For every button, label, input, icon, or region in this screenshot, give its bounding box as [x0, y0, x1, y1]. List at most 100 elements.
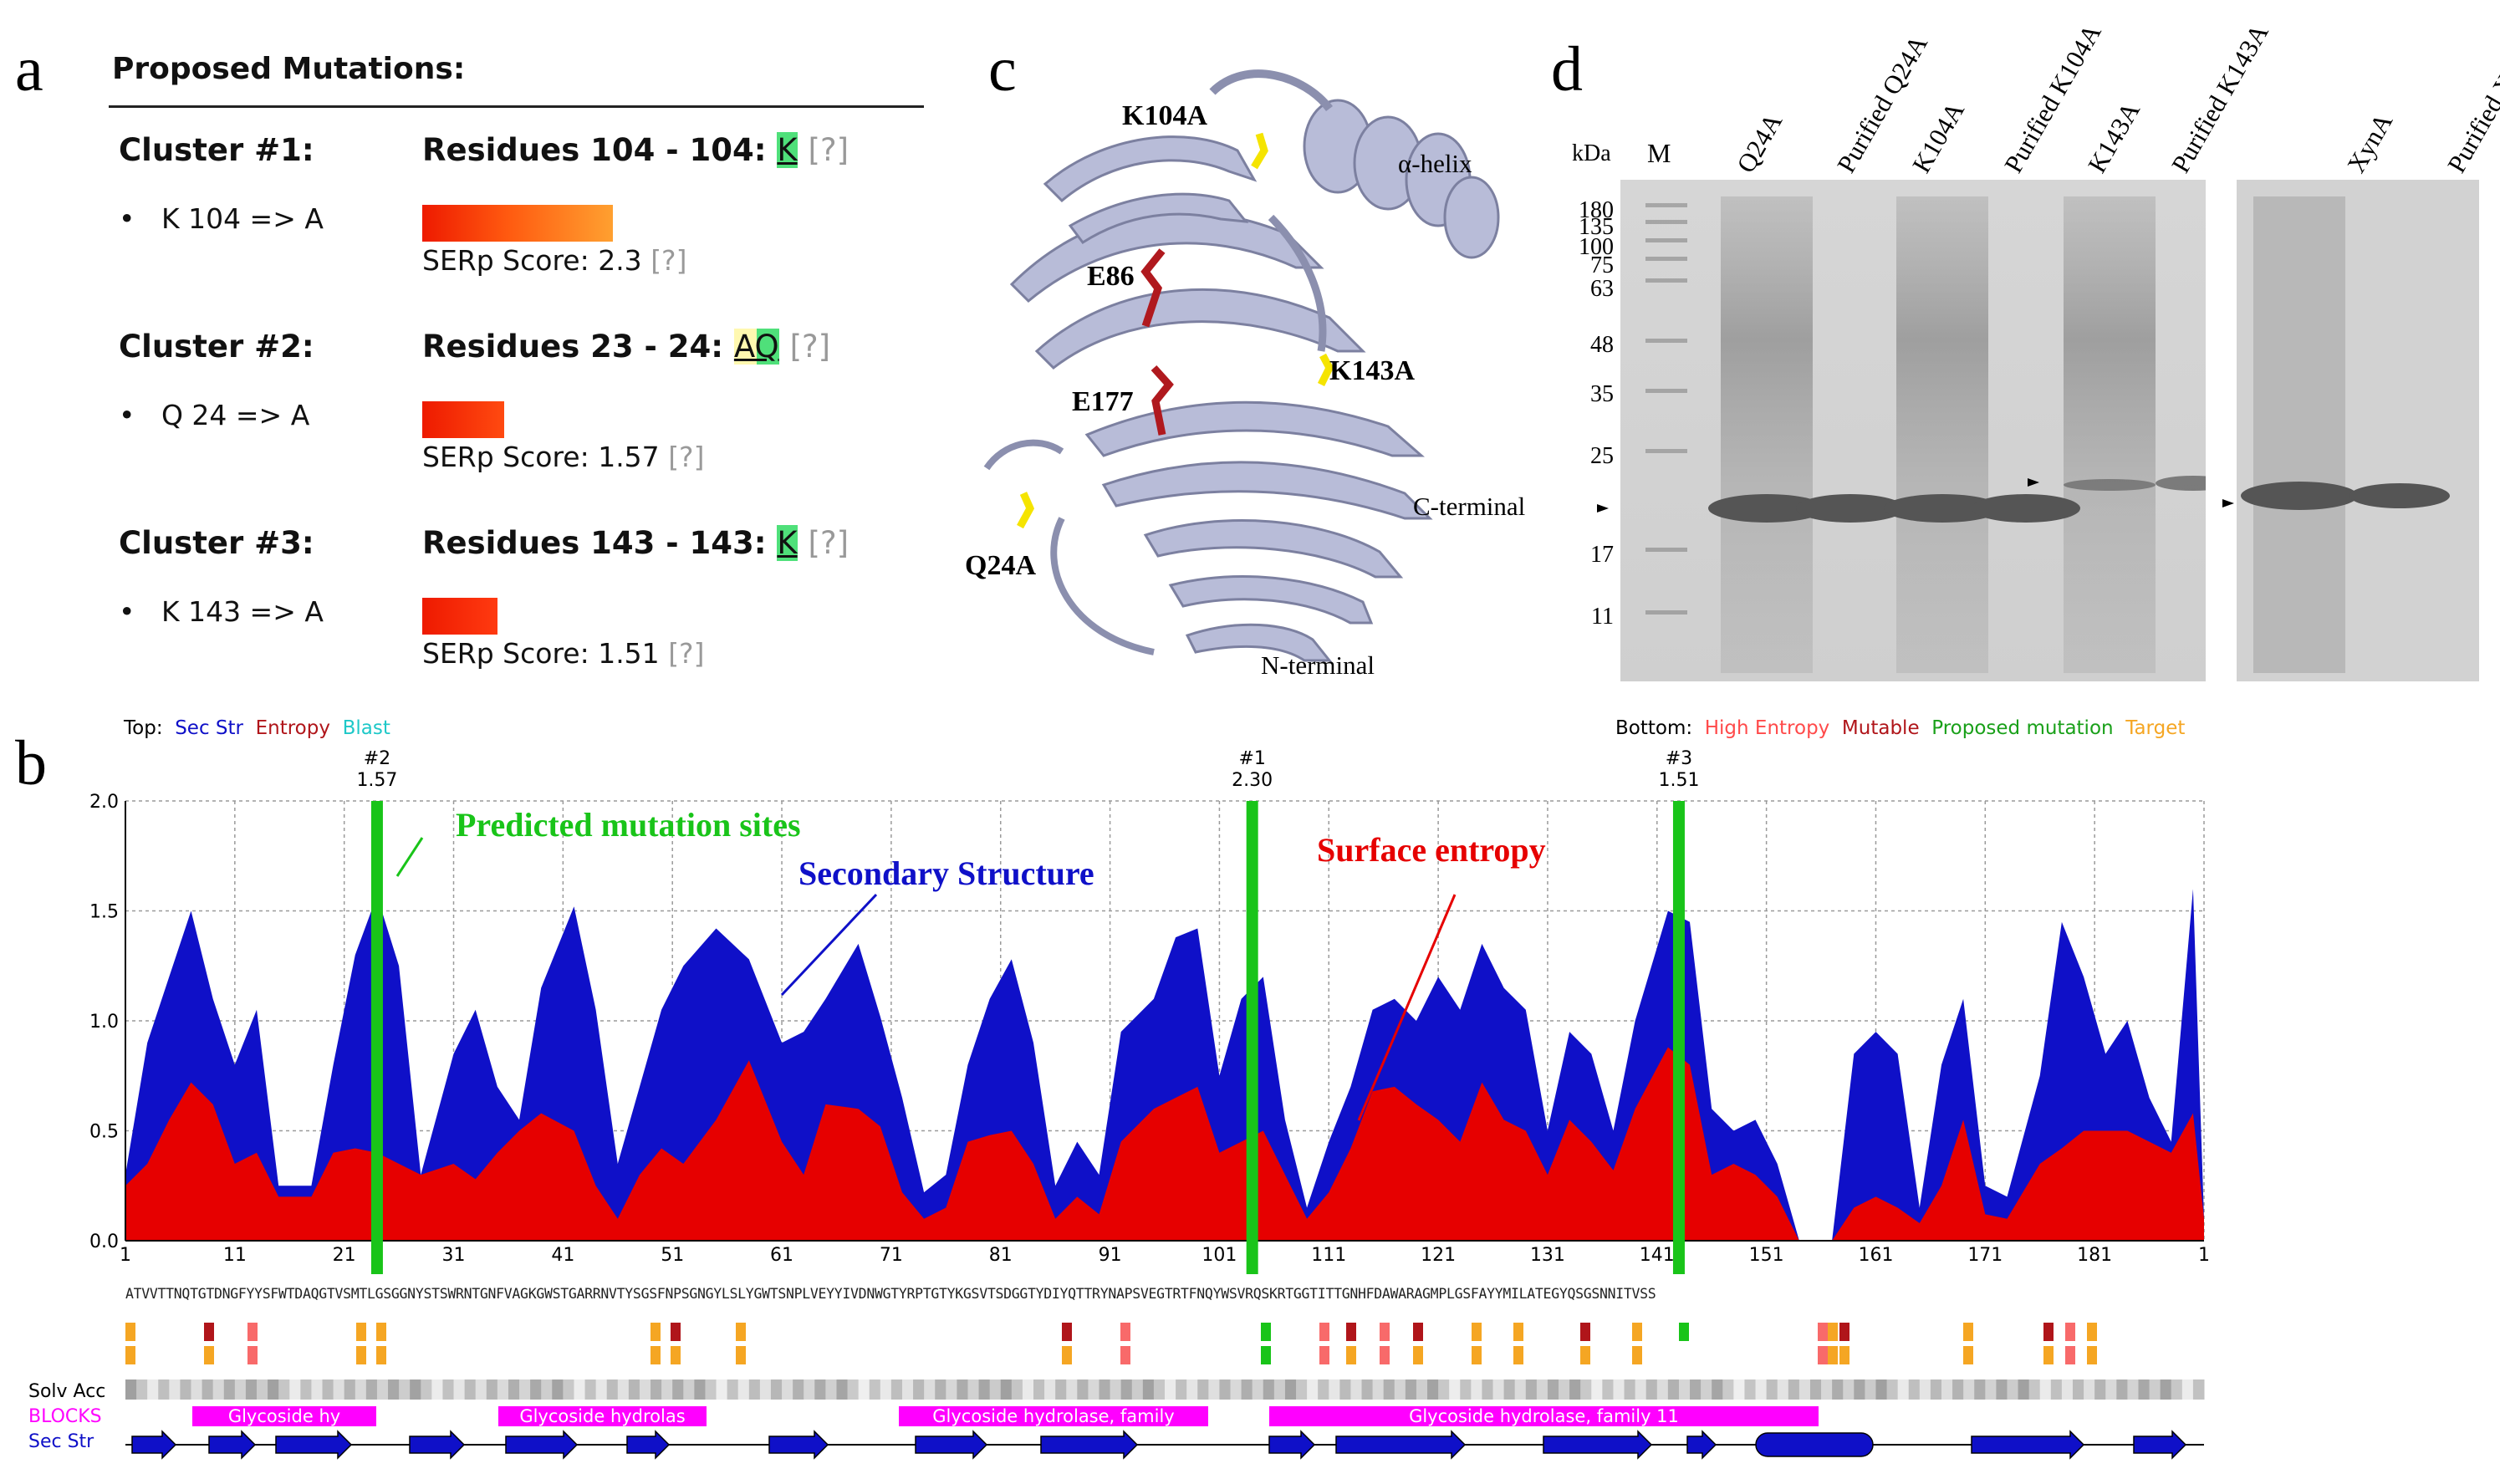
blocks-domain-label: Glycoside hy: [228, 1406, 340, 1426]
blocks-domain: [1269, 1406, 1819, 1426]
solv-acc-cell: [584, 1379, 597, 1400]
cluster-2-score-bar: [422, 401, 504, 438]
mutation-square: [376, 1323, 386, 1341]
mutation-square: [125, 1323, 135, 1341]
x-tick-label: 181: [2077, 1245, 2112, 1266]
x-tick-label: 51: [661, 1245, 684, 1266]
x-tick-label: 91: [1099, 1245, 1122, 1266]
mutation-square: [1472, 1346, 1482, 1364]
solv-acc-cell: [1296, 1379, 1308, 1400]
solv-acc-cell: [1733, 1379, 1745, 1400]
solv-acc-cell: [1197, 1379, 1209, 1400]
mutation-square: [247, 1323, 258, 1341]
mutation-square: [1632, 1323, 1642, 1341]
solv-acc-cell: [1350, 1379, 1363, 1400]
solv-acc-cell: [1142, 1379, 1155, 1400]
solv-acc-cell: [737, 1379, 750, 1400]
solv-acc-cell: [617, 1379, 630, 1400]
solv-acc-cell: [1055, 1379, 1067, 1400]
lane-label: Q24A: [1731, 108, 1788, 178]
lane-label: Purified K143A: [2166, 18, 2274, 178]
solv-acc-cell: [147, 1379, 159, 1400]
beta-strand-arrow-icon: [1543, 1430, 1653, 1460]
alpha-helix-cylinder-icon: [1755, 1432, 1874, 1457]
label-n-terminal: N-terminal: [1261, 650, 1375, 680]
solv-acc-cell: [1580, 1379, 1592, 1400]
mutation-square: [1580, 1323, 1590, 1341]
help-link[interactable]: [?]: [668, 441, 705, 473]
solv-acc-cell: [628, 1379, 640, 1400]
solv-acc-cell: [2007, 1379, 2019, 1400]
solv-acc-cell: [957, 1379, 968, 1400]
surface-entropy-chart: 0.00.51.01.52.01 11 21 31 41 51 61 71 81 91 101 111…: [89, 748, 2210, 1460]
solv-acc-cell: [836, 1379, 849, 1400]
solv-acc-cell: [1219, 1379, 1232, 1400]
solv-acc-cell: [1044, 1379, 1056, 1400]
panel-b: b Top: Sec Str Entropy Blast Bottom: Hig…: [0, 694, 2500, 1484]
x-tick-label: 171: [1967, 1245, 2003, 1266]
solv-acc-cell: [1788, 1379, 1800, 1400]
panel-c: c: [936, 0, 1526, 694]
solv-acc-cell: [1809, 1379, 1822, 1400]
label-c-terminal: C-terminal: [1413, 492, 1526, 521]
marker-id: #2: [364, 748, 390, 769]
solv-acc-cell: [1482, 1379, 1494, 1400]
mutation-square: [2065, 1323, 2075, 1341]
solv-acc-cell: [519, 1379, 531, 1400]
solv-acc-cell: [2028, 1379, 2041, 1400]
solv-acc-cell: [1919, 1379, 1931, 1400]
solv-acc-cell: [814, 1379, 826, 1400]
solv-acc-cell: [464, 1379, 477, 1400]
solv-acc-cell: [125, 1379, 137, 1400]
mutation-square: [247, 1346, 258, 1364]
beta-strand-arrow-icon: [505, 1430, 579, 1460]
mutation-square: [1261, 1346, 1271, 1364]
y-tick-label: 2.0: [89, 792, 119, 813]
solv-acc-cell: [1941, 1379, 1953, 1400]
solv-acc-cell: [245, 1379, 258, 1400]
row-label-sec-str: Sec Str: [28, 1431, 94, 1452]
solv-acc-cell: [574, 1379, 586, 1400]
solv-acc-cell: [1492, 1379, 1505, 1400]
help-link[interactable]: [?]: [808, 132, 849, 168]
solv-acc-cell: [1120, 1379, 1133, 1400]
solv-acc-cell: [1712, 1379, 1723, 1400]
solv-acc-cell: [355, 1379, 367, 1400]
mutation-square: [1062, 1346, 1072, 1364]
solv-acc-cell: [2039, 1379, 2052, 1400]
solv-acc-cell: [869, 1379, 881, 1400]
solv-acc-cell: [967, 1379, 980, 1400]
panel-d: d kDa M Q24A Purified Q24A K104A Purified K…: [1522, 0, 2500, 694]
solv-acc-cell: [1088, 1379, 1099, 1400]
solv-acc-cell: [2181, 1379, 2194, 1400]
solv-acc-cell: [1755, 1379, 1768, 1400]
solv-acc-cell: [1559, 1379, 1570, 1400]
marker-id: #3: [1666, 748, 1692, 769]
solv-acc-cell: [1405, 1379, 1417, 1400]
help-link[interactable]: [?]: [651, 244, 687, 277]
x-tick-label: 31: [442, 1245, 466, 1266]
blocks-domain: [899, 1406, 1208, 1426]
solv-acc-cell: [1000, 1379, 1013, 1400]
solv-acc-cell: [300, 1379, 312, 1400]
beta-strand-arrow-icon: [768, 1430, 829, 1460]
solv-acc-cell: [880, 1379, 892, 1400]
solv-acc-cell: [1131, 1379, 1144, 1400]
solv-acc-cell: [2116, 1379, 2128, 1400]
cluster-3-mutation: • K 143 => A: [119, 595, 324, 628]
arrowhead-icon: [2222, 499, 2234, 507]
solv-acc-cell: [1525, 1379, 1538, 1400]
help-link[interactable]: [?]: [808, 525, 849, 561]
solv-acc-cell: [541, 1379, 553, 1400]
help-link[interactable]: [?]: [789, 329, 831, 365]
solv-acc-cell: [1865, 1379, 1876, 1400]
help-link[interactable]: [?]: [668, 637, 705, 670]
solv-acc-cell: [1449, 1379, 1461, 1400]
solv-acc-cell: [1645, 1379, 1658, 1400]
marker-score: 1.57: [356, 770, 397, 791]
mutation-square: [1120, 1346, 1130, 1364]
solv-acc-cell: [1985, 1379, 1997, 1400]
solv-acc-cell: [825, 1379, 837, 1400]
mutation-square: [1346, 1323, 1356, 1341]
solv-acc-cell: [234, 1379, 247, 1400]
